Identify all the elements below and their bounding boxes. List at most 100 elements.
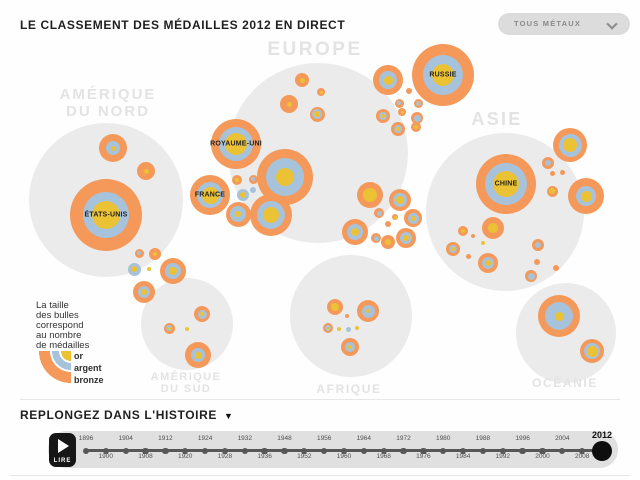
timeline-year-label: 1920: [177, 453, 193, 460]
metal-filter-dropdown[interactable]: TOUS MÉTAUX: [498, 13, 630, 35]
timeline-dot-1932[interactable]: [241, 447, 248, 455]
timeline-year-label: 2004: [555, 435, 570, 442]
legend-argent-label: argent: [74, 363, 102, 373]
timeline-current-marker[interactable]: [592, 441, 612, 461]
timeline-year-label: 2012: [591, 430, 613, 440]
timeline-year-label: 1976: [416, 453, 431, 460]
ring-or: [410, 215, 416, 221]
legend-text: La taille des bulles correspond au nombr…: [36, 301, 89, 351]
play-button[interactable]: LIRE: [49, 433, 76, 467]
ring-or: [461, 229, 465, 233]
legend-bronze-label: bronze: [74, 375, 104, 385]
timeline-year-label: 2000: [535, 453, 550, 460]
history-heading[interactable]: REPLONGEZ DANS L'HISTOIRE ▼: [20, 408, 234, 422]
timeline-dot-1936[interactable]: [261, 447, 268, 455]
ring-or: [200, 312, 204, 316]
ring-or: [493, 171, 519, 197]
timeline-dot-1972[interactable]: [400, 447, 407, 455]
timeline-dot-1960[interactable]: [340, 447, 348, 455]
timeline-year-label: 1912: [158, 435, 173, 442]
ring-argent: [413, 114, 421, 122]
ring-bronze: [406, 88, 412, 94]
play-button-label: LIRE: [53, 458, 72, 464]
timeline-dot-1964[interactable]: [360, 447, 367, 455]
page-title: LE CLASSEMENT DES MÉDAILLES 2012 EN DIRE…: [20, 18, 346, 32]
ring-argent: [137, 251, 141, 255]
timeline-year-label: 1988: [475, 435, 491, 442]
timeline-dot-1904[interactable]: [122, 447, 129, 455]
ring-or: [286, 101, 292, 107]
timeline-year-label: 1932: [237, 435, 253, 442]
legend-text-line: au nombre: [36, 330, 82, 341]
timeline-year-label: 1996: [515, 435, 530, 442]
timeline-dot-2004[interactable]: [559, 447, 566, 455]
timeline-dot-1912[interactable]: [162, 447, 169, 455]
legend-or-label: or: [74, 351, 83, 361]
ring-or: [143, 168, 149, 174]
ring-argent: [376, 210, 382, 216]
ring-argent: [527, 272, 535, 280]
timeline-year-label: 1900: [98, 453, 114, 460]
ring-argent: [535, 242, 541, 248]
timeline-dot-1908[interactable]: [142, 447, 149, 455]
ring-bronze: [553, 265, 559, 271]
timeline-dot-1980[interactable]: [440, 447, 447, 455]
ring-or: [331, 303, 339, 311]
ring-or: [400, 110, 404, 114]
ring-or: [348, 345, 352, 349]
ring-or: [314, 111, 320, 117]
ring-or: [580, 190, 592, 202]
ring-bronze: [559, 169, 565, 175]
timeline-dot-1988[interactable]: [479, 447, 487, 455]
metal-filter-label: TOUS MÉTAUX: [514, 19, 582, 28]
timeline-dot-1968[interactable]: [380, 447, 387, 455]
timeline-dot-1920[interactable]: [182, 447, 189, 455]
timeline-year-label: 1896: [78, 435, 94, 442]
ring-or: [225, 133, 247, 155]
ring-argent: [251, 177, 255, 181]
ring-or: [488, 223, 498, 233]
ring-or: [167, 326, 171, 330]
ring-or: [276, 168, 294, 186]
ring-argent: [545, 160, 551, 166]
timeline-dot-2000[interactable]: [539, 447, 546, 455]
ring-or: [481, 241, 485, 245]
timeline-dot-1896[interactable]: [82, 447, 90, 455]
timeline-year-label: 1972: [396, 435, 411, 442]
ring-or: [586, 345, 598, 357]
timeline-dot-1956[interactable]: [321, 447, 328, 455]
continent-label-afrique: AFRIQUE: [316, 382, 382, 396]
ring-or: [201, 186, 219, 204]
timeline-dot-1996[interactable]: [519, 447, 526, 455]
timeline-dot-1900[interactable]: [102, 447, 109, 455]
ring-argent: [397, 101, 401, 105]
timeline-dot-1992[interactable]: [499, 447, 506, 455]
continent-label-amerique-du-nord: AMÉRIQUE DU NORD: [59, 86, 157, 120]
timeline-dot-1976[interactable]: [420, 447, 427, 455]
ring-or: [169, 267, 177, 275]
timeline-dot-1948[interactable]: [281, 447, 288, 455]
ring-or: [381, 114, 385, 118]
ring-or: [240, 192, 246, 198]
history-heading-label: REPLONGEZ DANS L'HISTOIRE: [20, 408, 217, 422]
bottom-rule: [10, 475, 630, 476]
timeline-dot-1952[interactable]: [301, 447, 308, 455]
timeline-dot-2008[interactable]: [579, 447, 586, 455]
legend-text-line: des bulles: [36, 310, 79, 321]
ring-or: [432, 64, 454, 86]
timeline-dot-1924[interactable]: [201, 447, 209, 455]
ring-bronze: [471, 234, 475, 238]
timeline-dot-1984[interactable]: [459, 447, 467, 455]
timeline-year-label: 1968: [376, 453, 391, 460]
timeline-year-label: 1904: [118, 435, 133, 442]
ring-or: [396, 196, 404, 204]
ring-or: [235, 178, 239, 182]
ring-or: [194, 351, 202, 359]
ring-or: [451, 247, 455, 251]
legend-text-line: de médailles: [36, 340, 90, 351]
ring-bronze: [549, 170, 555, 176]
timeline-dot-1928[interactable]: [221, 447, 229, 455]
timeline-year-label: 1960: [336, 453, 352, 460]
timeline-year-label: 1924: [197, 435, 213, 442]
